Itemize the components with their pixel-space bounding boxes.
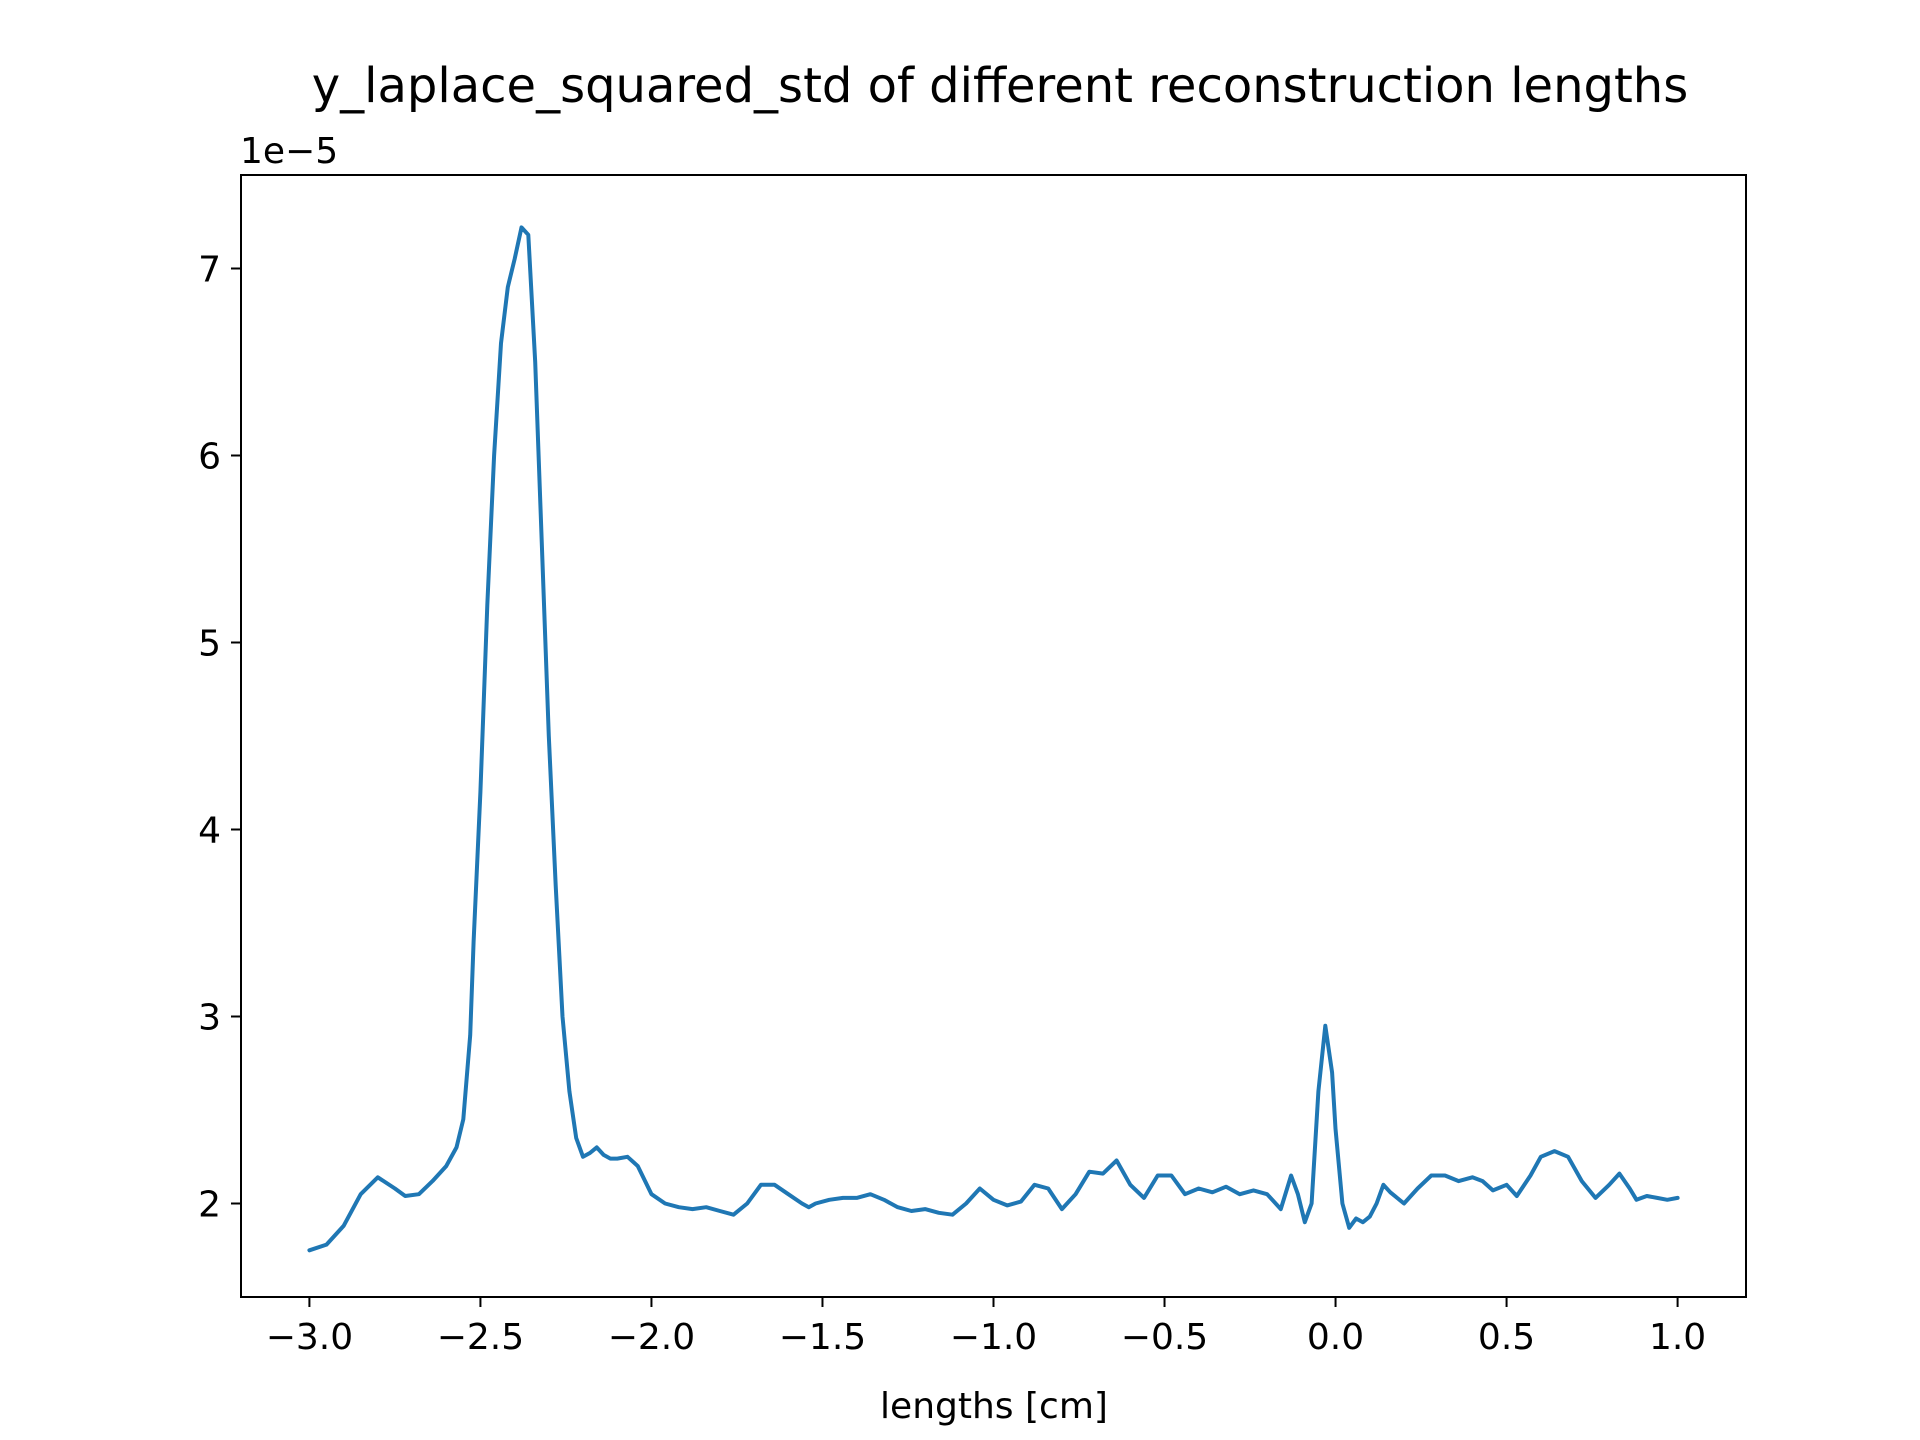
y-tick-label: 6 [198, 437, 221, 478]
chart-title: y_laplace_squared_std of different recon… [312, 58, 1688, 114]
x-tick-label: −3.0 [266, 1317, 353, 1358]
y-tick-label: 2 [198, 1185, 221, 1226]
y-tick-label: 3 [198, 998, 221, 1039]
x-tick-label: −2.5 [437, 1317, 524, 1358]
y-axis-ticks: 2 3 4 5 6 7 [198, 250, 241, 1226]
plot-frame [240, 174, 1747, 1298]
y-tick-label: 7 [198, 250, 221, 291]
x-tick-label: −0.5 [1121, 1317, 1208, 1358]
x-tick-label: −2.0 [608, 1317, 695, 1358]
x-tick-label: 1.0 [1649, 1317, 1706, 1358]
series-line [307, 225, 1680, 1253]
y-tick-label: 4 [198, 811, 221, 852]
x-tick-label: −1.5 [779, 1317, 866, 1358]
x-tick-label: 0.5 [1478, 1317, 1535, 1358]
y-tick-label: 5 [198, 624, 221, 665]
x-tick-label: 0.0 [1307, 1317, 1364, 1358]
y-axis-offset-label: 1e−5 [240, 131, 338, 172]
x-axis-ticks: −3.0 −2.5 −2.0 −1.5 −1.0 −0.5 0.0 0.5 1.0 [266, 1297, 1706, 1358]
x-axis-label: lengths [cm] [880, 1386, 1108, 1427]
x-tick-label: −1.0 [950, 1317, 1037, 1358]
